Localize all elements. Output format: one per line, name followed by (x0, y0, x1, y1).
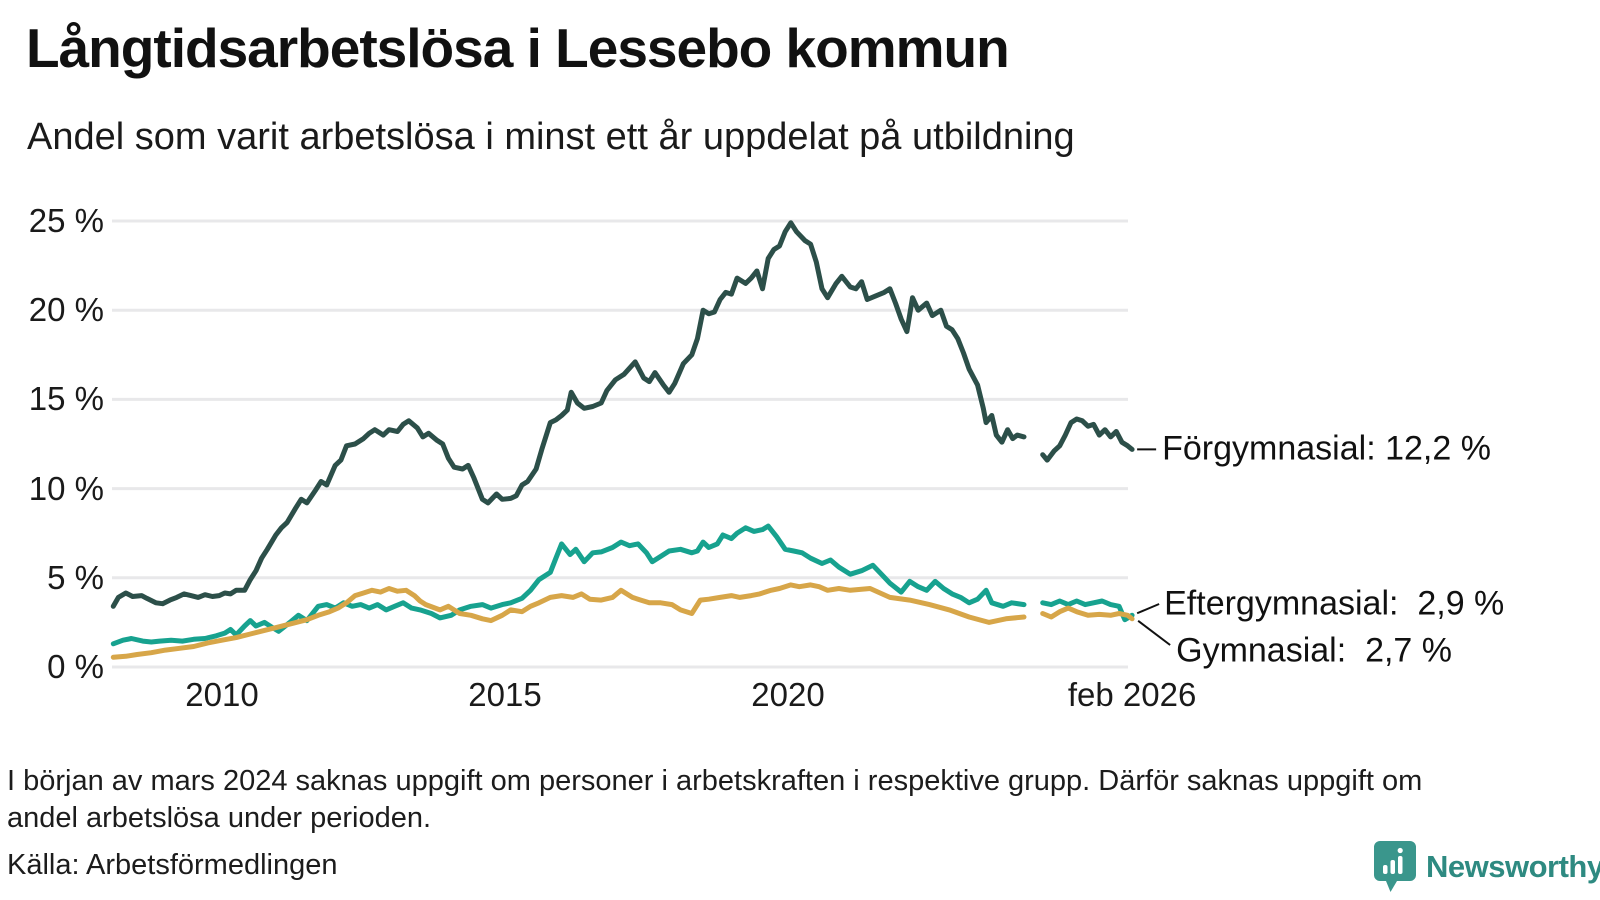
y-axis-tick-label: 15 % (28, 380, 104, 418)
series-line-eftergymnasial (1040, 598, 1135, 623)
y-axis-tick-label: 10 % (28, 469, 104, 507)
footnote: I början av mars 2024 saknas uppgift om … (7, 763, 1422, 837)
label-connector (1136, 603, 1160, 615)
x-axis-tick-label: 2010 (185, 676, 259, 713)
label-connector (1137, 620, 1171, 646)
series-end-label-gymnasial: Gymnasial: 2,7 % (1176, 631, 1453, 670)
y-axis-tick-label: 25 % (28, 202, 104, 239)
x-axis-tick-label: 2015 (468, 676, 542, 713)
y-axis-tick-label: 20 % (28, 291, 104, 329)
page-subtitle: Andel som varit arbetslösa i minst ett å… (27, 116, 1075, 158)
x-axis-tick-label: feb 2026 (1067, 676, 1197, 713)
series-line-förgymnasial (1040, 416, 1135, 463)
series-line-förgymnasial (110, 220, 1027, 609)
series-end-label-förgymnasial: Förgymnasial: 12,2 % (1162, 429, 1491, 468)
page-title: Långtidsarbetslösa i Lessebo kommun (26, 17, 1010, 79)
series-line-gymnasial (110, 582, 1027, 660)
y-axis-tick-label: 0 % (47, 648, 104, 685)
series-line-eftergymnasial (110, 523, 1027, 647)
newsworthy-logo: Newsworthy (1373, 840, 1600, 894)
y-axis-tick-label: 5 % (47, 558, 104, 596)
logo-text: Newsworthy (1426, 849, 1600, 884)
series-end-label-eftergymnasial: Eftergymnasial: 2,9 % (1164, 584, 1505, 623)
series-line-gymnasial (1040, 605, 1135, 622)
footnote-line: andel arbetslösa under perioden. (7, 802, 432, 834)
x-axis-tick-label: 2020 (751, 676, 825, 713)
bar-chart-speech-bubble-icon (1374, 841, 1416, 892)
source-label: Källa: Arbetsförmedlingen (7, 849, 338, 881)
footnote-line: I början av mars 2024 saknas uppgift om … (7, 765, 1423, 797)
